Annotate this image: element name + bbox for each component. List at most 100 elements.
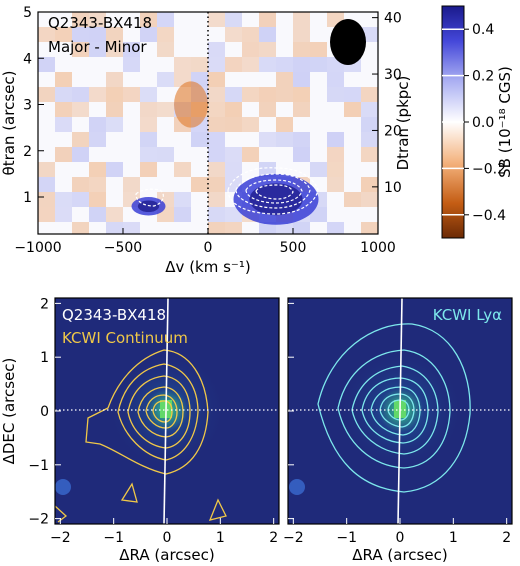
pv-noise-cell (225, 12, 242, 27)
pv-y2tick-label: 10 (384, 180, 402, 196)
pv-cells (38, 12, 378, 234)
pv-ylabel-right: Dtran (pkpc) (394, 76, 412, 171)
lya-xlabel: ΔRA (arcsec) (352, 546, 447, 564)
pv-noise-cell (310, 87, 327, 102)
pv-noise-cell (327, 222, 344, 234)
colorbar-tick-label: 0.2 (472, 69, 494, 85)
pv-noise-cell (38, 12, 55, 27)
pv-noise-cell (242, 162, 259, 177)
pv-noise-cell (140, 87, 157, 102)
img-ytick-label: 1 (40, 350, 49, 366)
pv-noise-cell (208, 72, 225, 87)
colorbar-label: SB (10⁻¹⁸ CGS) (496, 66, 514, 178)
pv-contour-5 (135, 188, 164, 207)
pv-noise-cell (327, 207, 344, 222)
pv-noise-cell (327, 72, 344, 87)
pv-noise-cell (72, 207, 89, 222)
pv-contour-1 (227, 167, 319, 215)
pv-noise-cell (106, 57, 123, 72)
continuum-contour-1 (85, 349, 209, 475)
pv-noise-cell (106, 72, 123, 87)
lya-contour-1 (317, 323, 471, 493)
pv-noise-cell (174, 207, 191, 222)
continuum-contour-4 (137, 386, 184, 438)
pv-noise-cell (123, 162, 140, 177)
pv-noise-cell (123, 222, 140, 234)
pv-noise-cell (157, 147, 174, 162)
pv-noise-cell (293, 72, 310, 87)
pv-noise-cell (72, 147, 89, 162)
pv-noise-cell (38, 87, 55, 102)
pv-xtick-label: 500 (280, 240, 307, 256)
pv-noise-cell (225, 162, 242, 177)
pv-annotation-diff: Major - Minor (48, 38, 147, 56)
pv-noise-cell (344, 102, 361, 117)
pv-noise-cell (191, 177, 208, 192)
continuum-contour-3 (127, 375, 191, 449)
pv-ylabel: θtran (arcsec) (0, 71, 18, 176)
pv-noise-cell (259, 102, 276, 117)
pv-noise-cell (89, 132, 106, 147)
pv-noise-cell (106, 42, 123, 57)
pv-noise-cell (310, 132, 327, 147)
pv-noise-cell (55, 27, 72, 42)
pv-noise-cell (38, 177, 55, 192)
pv-noise-cell (242, 57, 259, 72)
pv-noise-cell (327, 147, 344, 162)
lya-contour-5 (370, 386, 421, 436)
colorbar-tick-label: 0.4 (472, 22, 494, 38)
img-xtick-label: 0 (163, 530, 172, 546)
pv-noise-cell (208, 147, 225, 162)
pv-noise-cell (276, 57, 293, 72)
pv-contour-2 (235, 173, 311, 209)
pv-noise-cell (344, 87, 361, 102)
lya-vline (397, 298, 403, 524)
continuum-contour-5 (145, 394, 178, 429)
pv-noise-cell (310, 72, 327, 87)
lya-contour-7 (387, 399, 410, 421)
continuum-contour-6 (152, 400, 173, 423)
pv-noise-cell (191, 42, 208, 57)
pv-noise-cell (276, 12, 293, 27)
pv-noise-cell (157, 177, 174, 192)
pv-noise-cell (106, 117, 123, 132)
pv-noise-cell (140, 117, 157, 132)
pv-noise-cell (106, 87, 123, 102)
pv-noise-cell (361, 162, 378, 177)
pv-noise-cell (55, 147, 72, 162)
lya-panel: KCWI Lyα −2 −1 0 1 2 ΔRA (arcsec) (283, 297, 513, 564)
pv-noise-cell (344, 177, 361, 192)
img-ytick-label: −1 (28, 458, 49, 474)
continuum-contours (55, 349, 227, 523)
pv-noise-cell (123, 87, 140, 102)
pv-noise-cell (242, 132, 259, 147)
pv-noise-cell (361, 72, 378, 87)
pv-noise-cell (89, 222, 106, 234)
pv-noise-cell (174, 222, 191, 234)
colorbar-tick-label: −0.2 (472, 161, 506, 177)
pv-noise-cell (344, 192, 361, 207)
pv-noise-cell (361, 132, 378, 147)
pv-noise-cell (293, 27, 310, 42)
pv-noise-cell (140, 132, 157, 147)
pv-noise-cell (174, 192, 191, 207)
pv-noise-cell (225, 72, 242, 87)
pv-xlabel: Δv (km s⁻¹) (165, 258, 250, 276)
pv-noise-cell (327, 177, 344, 192)
pv-noise-cell (72, 177, 89, 192)
pv-noise-cell (72, 102, 89, 117)
pv-noise-cell (174, 177, 191, 192)
pv-noise-cell (276, 162, 293, 177)
pv-noise-cell (344, 147, 361, 162)
pv-noise-cell (55, 57, 72, 72)
pv-noise-cell (225, 117, 242, 132)
img-xtick-label: −2 (50, 530, 71, 546)
pv-noise-cell (106, 102, 123, 117)
pv-noise-cell (208, 27, 225, 42)
continuum-annotation-label: KCWI Continuum (62, 329, 188, 347)
pv-noise-cell (242, 222, 259, 234)
pv-noise-cell (361, 177, 378, 192)
pv-noise-cell (38, 102, 55, 117)
pv-noise-cell (242, 117, 259, 132)
pv-noise-cell (310, 42, 327, 57)
